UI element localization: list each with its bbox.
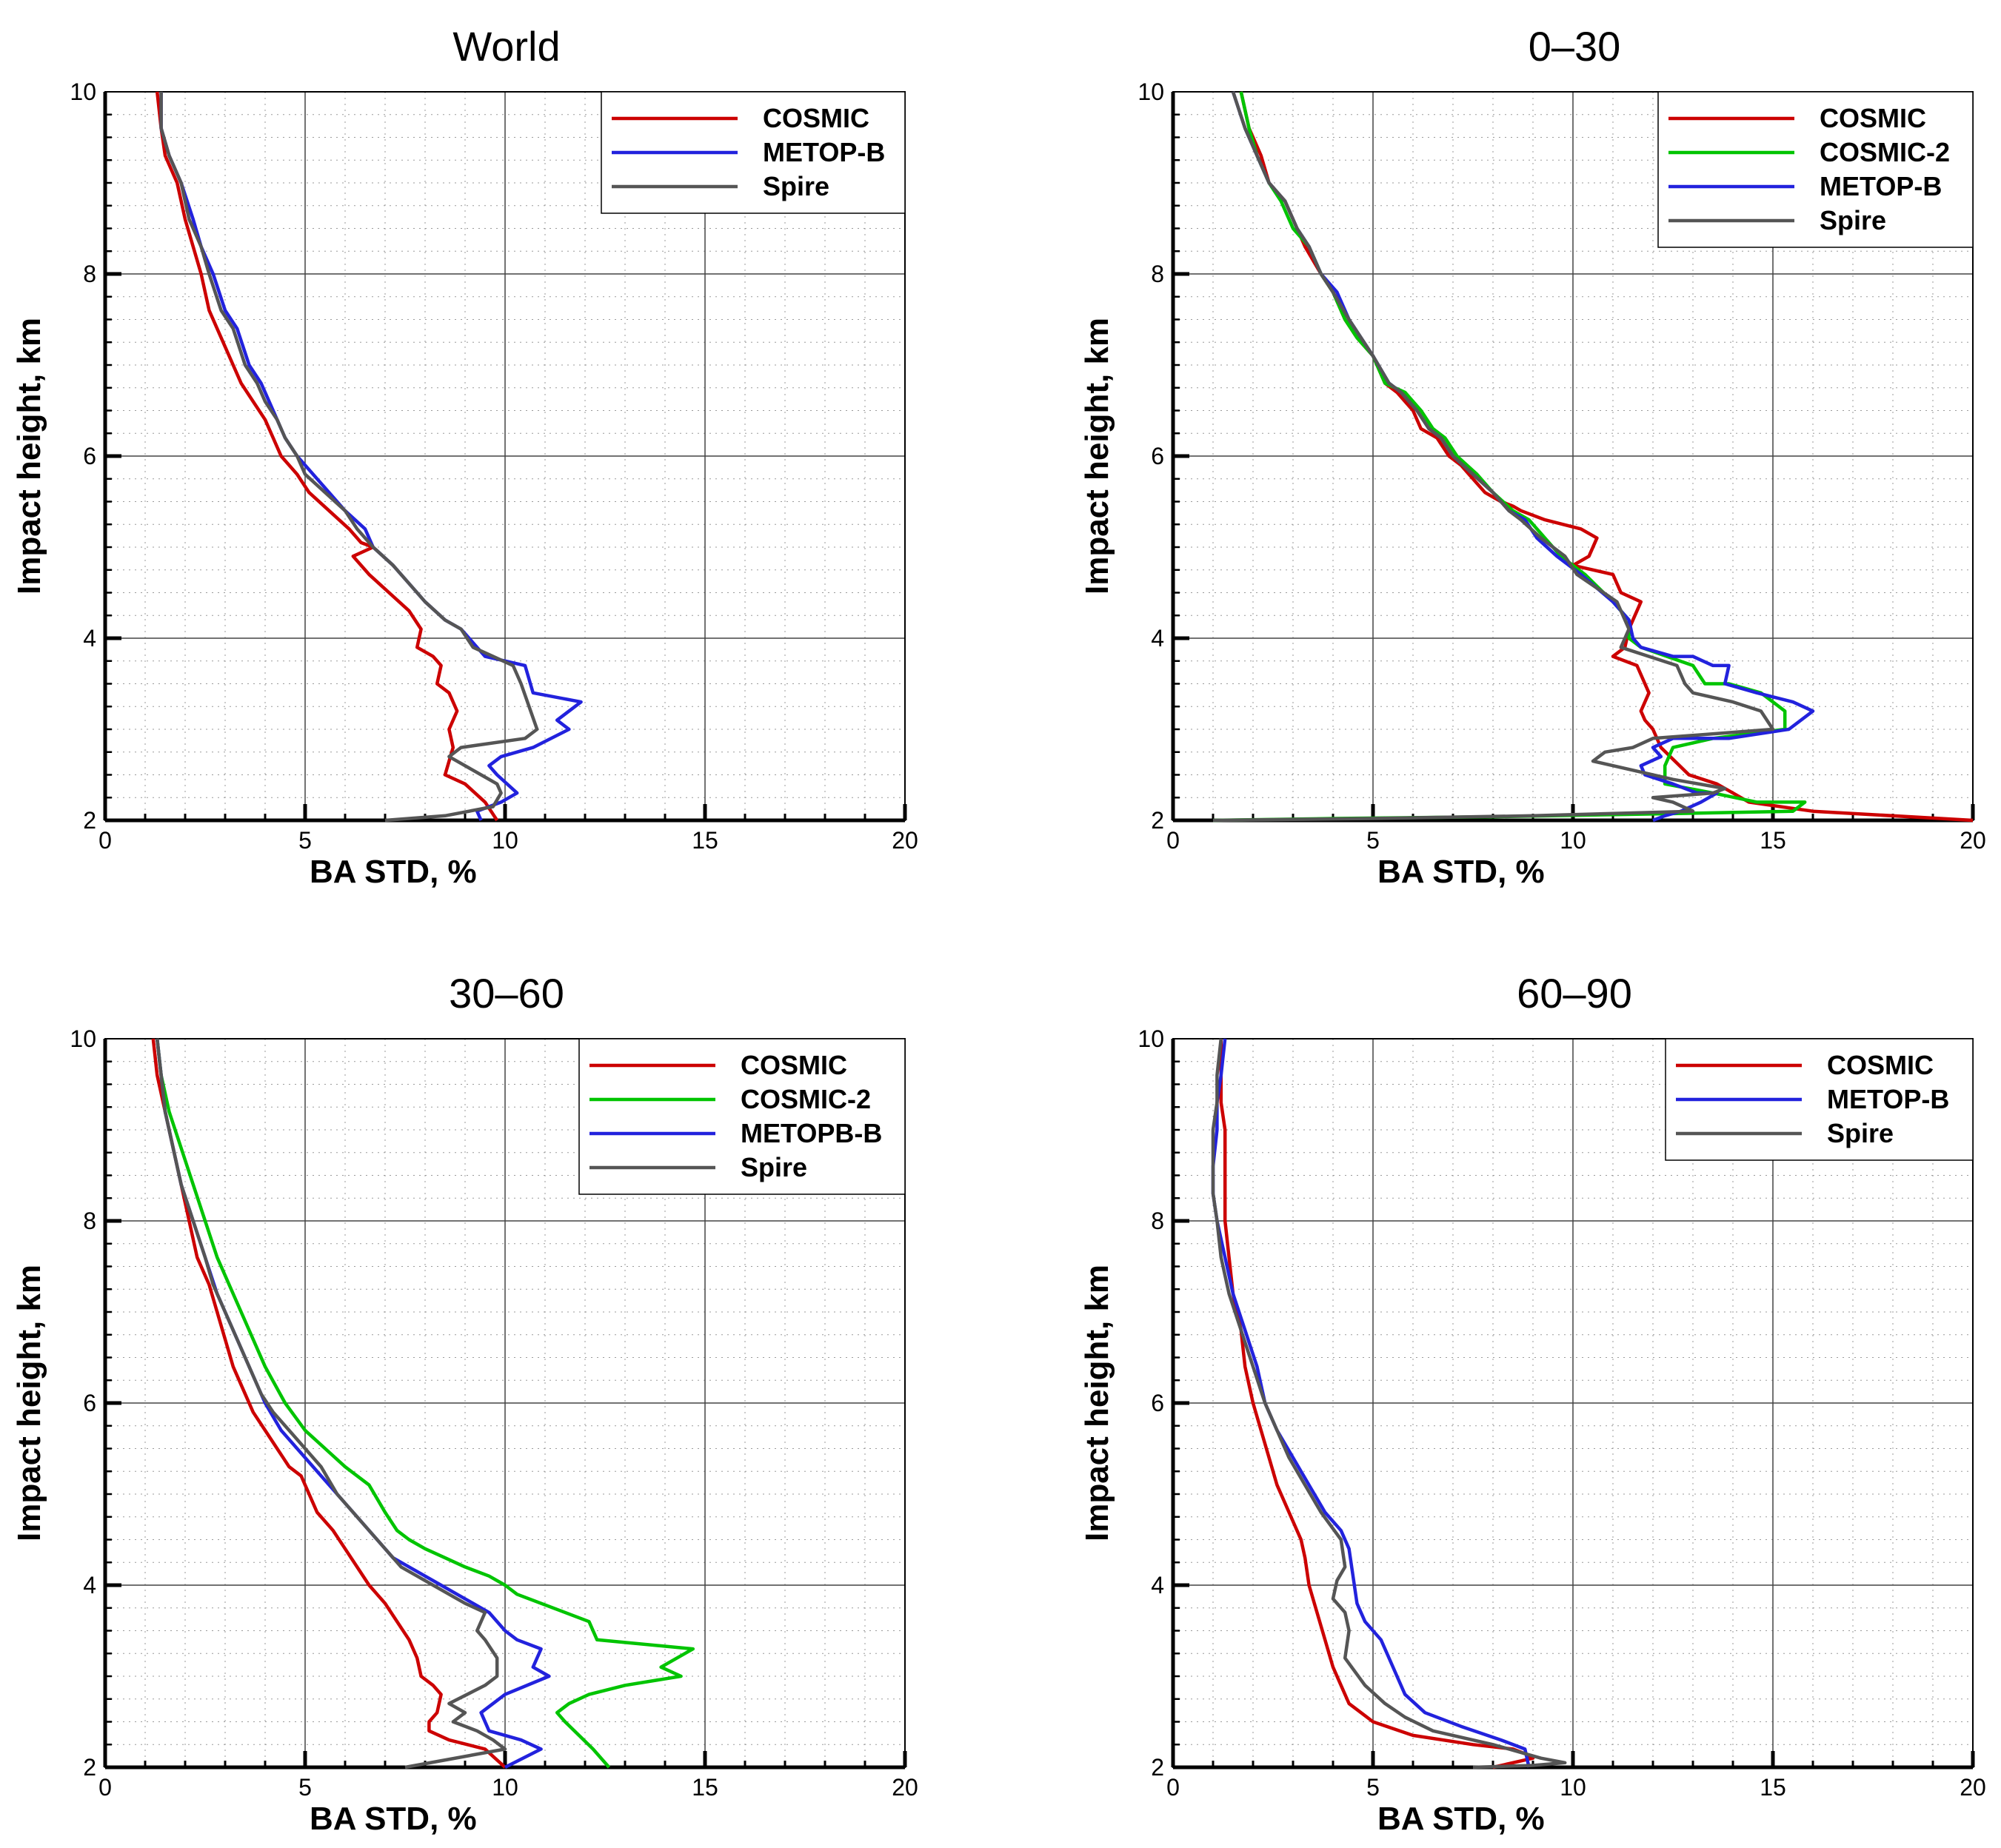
y-axis-label: Impact height, km bbox=[1079, 1265, 1115, 1541]
chart-title: World bbox=[452, 23, 560, 70]
y-tick-label: 8 bbox=[83, 261, 96, 287]
legend-entry: COSMIC bbox=[763, 103, 869, 133]
y-axis-label: Impact height, km bbox=[11, 1265, 47, 1541]
x-tick-label: 5 bbox=[1366, 1774, 1380, 1801]
legend: COSMIC METOP-B Spire bbox=[1665, 1038, 1974, 1161]
x-tick-label: 5 bbox=[298, 827, 312, 854]
x-axis-label: BA STD, % bbox=[310, 1801, 477, 1837]
x-tick-label: 20 bbox=[1960, 1774, 1986, 1801]
x-tick-label: 15 bbox=[692, 1774, 718, 1801]
series-line-cosmic bbox=[1219, 1039, 1535, 1770]
y-tick-label: 4 bbox=[1151, 625, 1164, 652]
y-tick-label: 8 bbox=[1151, 261, 1164, 287]
y-axis-label: Impact height, km bbox=[11, 318, 47, 595]
series-line-cosmic bbox=[151, 1038, 507, 1769]
y-tick-label: 6 bbox=[83, 1390, 96, 1416]
series-line-cosmic-2 bbox=[155, 1038, 695, 1769]
x-tick-label: 10 bbox=[492, 1774, 518, 1801]
x-tick-label: 0 bbox=[1166, 1774, 1180, 1801]
x-tick-label: 10 bbox=[1560, 1774, 1586, 1801]
y-tick-label: 6 bbox=[83, 443, 96, 469]
x-tick-label: 0 bbox=[1166, 827, 1180, 854]
x-axis-label: BA STD, % bbox=[1377, 854, 1545, 890]
legend-entry: Spire bbox=[1820, 205, 1886, 235]
x-tick-label: 15 bbox=[1760, 1774, 1786, 1801]
x-axis-label: BA STD, % bbox=[1377, 1801, 1545, 1837]
legend-entry: COSMIC-2 bbox=[1820, 137, 1950, 167]
x-tick-label: 20 bbox=[892, 1774, 918, 1801]
legend-entry: Spire bbox=[763, 171, 829, 201]
y-tick-label: 2 bbox=[83, 1754, 96, 1781]
legend-entry: Spire bbox=[1827, 1118, 1894, 1148]
chart-title: 30–60 bbox=[449, 970, 564, 1017]
y-tick-label: 8 bbox=[83, 1208, 96, 1234]
y-tick-label: 2 bbox=[1151, 1754, 1164, 1781]
y-tick-label: 4 bbox=[83, 625, 96, 652]
legend-entry: METOPB-B bbox=[741, 1118, 882, 1148]
series-line-spire bbox=[1211, 1038, 1567, 1770]
chart-panel-2: 0 5 10 15 20 2 4 6 8 10 30–60 BA STD, % Impact heigh… bbox=[11, 970, 918, 1837]
y-axis-label: Impact height, km bbox=[1079, 318, 1115, 595]
x-tick-label: 20 bbox=[892, 827, 918, 854]
chart-title: 0–30 bbox=[1529, 23, 1621, 70]
x-axis-label: BA STD, % bbox=[310, 854, 477, 890]
y-tick-label: 8 bbox=[1151, 1208, 1164, 1234]
series-line-spire bbox=[155, 1038, 507, 1770]
y-tick-label: 10 bbox=[70, 1025, 96, 1052]
x-tick-label: 5 bbox=[298, 1774, 312, 1801]
chart-panel-3: 0 5 10 15 20 2 4 6 8 10 60–90 BA STD, % Impact heigh… bbox=[1079, 970, 1986, 1837]
y-tick-label: 2 bbox=[83, 807, 96, 834]
series-line-spire bbox=[1212, 91, 1775, 823]
legend: COSMIC METOP-B Spire bbox=[601, 91, 906, 214]
chart-panel-1: 0 5 10 15 20 2 4 6 8 10 0–30 BA STD, % Impact height… bbox=[1079, 23, 1986, 890]
series-line-spire bbox=[159, 92, 539, 823]
legend-entry: COSMIC bbox=[1827, 1050, 1934, 1080]
legend-entry: METOP-B bbox=[1827, 1084, 1949, 1114]
y-tick-label: 6 bbox=[1151, 1390, 1164, 1416]
legend-entry: COSMIC-2 bbox=[741, 1084, 871, 1114]
legend-entry: METOP-B bbox=[1820, 171, 1942, 201]
x-tick-label: 5 bbox=[1366, 827, 1380, 854]
x-tick-label: 15 bbox=[1760, 827, 1786, 854]
y-tick-label: 6 bbox=[1151, 443, 1164, 469]
chart-title: 60–90 bbox=[1517, 970, 1632, 1017]
y-tick-label: 10 bbox=[70, 78, 96, 105]
x-tick-label: 10 bbox=[492, 827, 518, 854]
y-tick-label: 2 bbox=[1151, 807, 1164, 834]
x-tick-label: 0 bbox=[98, 827, 112, 854]
legend-entry: METOP-B bbox=[763, 137, 885, 167]
y-tick-label: 4 bbox=[83, 1572, 96, 1598]
y-tick-label: 4 bbox=[1151, 1572, 1164, 1598]
legend-entry: COSMIC bbox=[1820, 103, 1926, 133]
x-tick-label: 15 bbox=[692, 827, 718, 854]
y-tick-label: 10 bbox=[1138, 78, 1164, 105]
y-tick-label: 10 bbox=[1138, 1025, 1164, 1052]
legend-entry: Spire bbox=[741, 1152, 807, 1182]
x-tick-label: 0 bbox=[98, 1774, 112, 1801]
x-tick-label: 20 bbox=[1960, 827, 1986, 854]
legend: COSMIC COSMIC-2 METOPB-B Spire bbox=[578, 1038, 906, 1195]
legend: COSMIC COSMIC-2 METOP-B Spire bbox=[1657, 91, 1974, 248]
series-line-cosmic bbox=[155, 91, 499, 822]
series-line-metop-b bbox=[1231, 91, 1815, 823]
x-tick-label: 10 bbox=[1560, 827, 1586, 854]
chart-panel-0: 0 5 10 15 20 2 4 6 8 10 World BA STD, % Impact heigh… bbox=[11, 23, 918, 890]
legend-entry: COSMIC bbox=[741, 1050, 847, 1080]
